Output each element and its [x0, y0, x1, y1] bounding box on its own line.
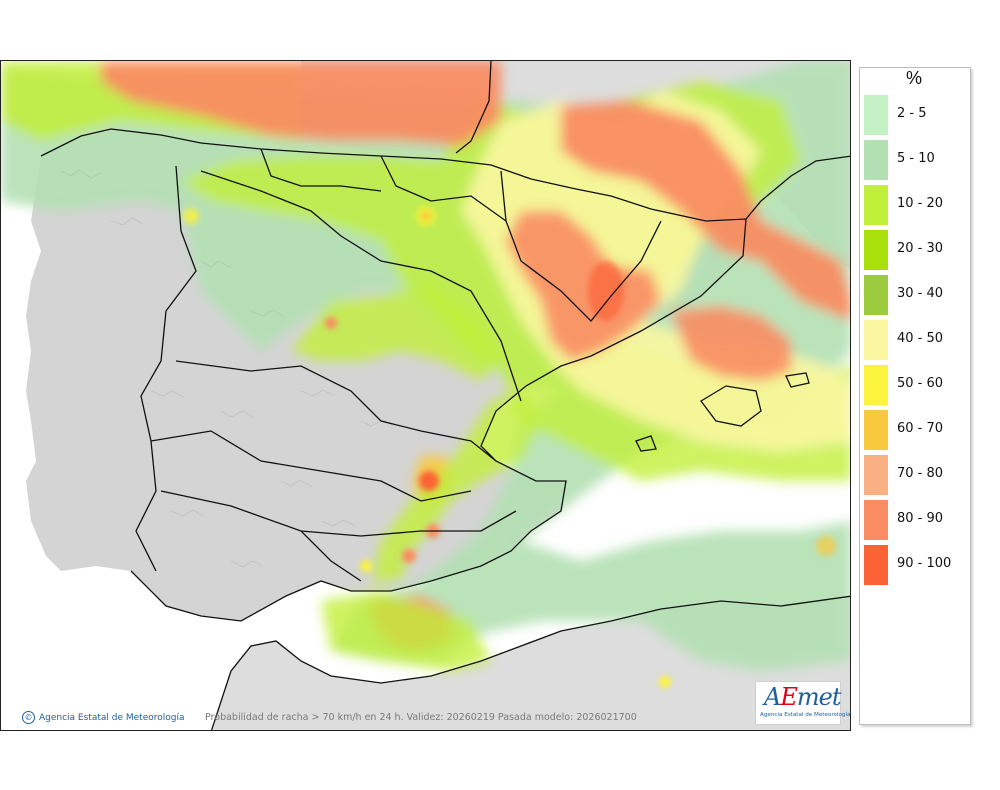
- legend-label: 80 - 90: [897, 511, 944, 526]
- legend-label: 90 - 100: [897, 556, 952, 571]
- legend-item: 20 - 30: [864, 230, 964, 270]
- probability-field: [1, 61, 850, 671]
- legend-label: 10 - 20: [897, 196, 944, 211]
- legend-label: 30 - 40: [897, 286, 944, 301]
- legend-swatch: [864, 95, 888, 135]
- legend-item: 40 - 50: [864, 320, 964, 360]
- legend-swatch: [864, 275, 888, 315]
- aemet-logo: AEmet Agencia Estatal de Meteorología: [755, 681, 850, 725]
- legend-swatch: [864, 545, 888, 585]
- legend-label: 60 - 70: [897, 421, 944, 436]
- logo-wordmark: AEmet: [764, 683, 841, 711]
- legend-item: 80 - 90: [864, 500, 964, 540]
- borders: [40, 61, 850, 730]
- legend-swatch: [864, 500, 888, 540]
- probability-hotspots: [183, 206, 836, 688]
- legend-item: 50 - 60: [864, 365, 964, 405]
- legend-panel: % 2 - 5 5 - 10 10 - 20 20 - 30 30 - 40 40 - 5…: [859, 67, 971, 725]
- legend-item: 5 - 10: [864, 140, 964, 180]
- legend-item: 30 - 40: [864, 275, 964, 315]
- logo-subtitle: Agencia Estatal de Meteorología: [760, 712, 851, 718]
- legend-label: 70 - 80: [897, 466, 944, 481]
- legend-label: 5 - 10: [897, 151, 935, 166]
- credit-text: Agencia Estatal de Meteorología: [39, 713, 185, 723]
- legend-swatch: [864, 185, 888, 225]
- map-caption: Probabilidad de racha > 70 km/h en 24 h.…: [205, 712, 637, 723]
- map-panel[interactable]: [0, 60, 851, 731]
- copyright-icon: ©: [22, 711, 35, 724]
- probability-map[interactable]: [1, 61, 851, 731]
- legend-unit: %: [906, 68, 923, 88]
- legend-item: 90 - 100: [864, 545, 964, 585]
- legend-item: 2 - 5: [864, 95, 964, 135]
- legend-label: 50 - 60: [897, 376, 944, 391]
- legend-swatch: [864, 320, 888, 360]
- legend-swatch: [864, 365, 888, 405]
- legend-item: 10 - 20: [864, 185, 964, 225]
- legend-label: 2 - 5: [897, 106, 927, 121]
- copyright-credit: © Agencia Estatal de Meteorología: [22, 711, 185, 724]
- legend-swatch: [864, 140, 888, 180]
- legend-swatch: [864, 410, 888, 450]
- legend-swatch: [864, 455, 888, 495]
- legend-label: 20 - 30: [897, 241, 944, 256]
- legend-item: 70 - 80: [864, 455, 964, 495]
- legend-swatch: [864, 230, 888, 270]
- hillshade: [60, 169, 394, 568]
- legend-label: 40 - 50: [897, 331, 944, 346]
- legend-item: 60 - 70: [864, 410, 964, 450]
